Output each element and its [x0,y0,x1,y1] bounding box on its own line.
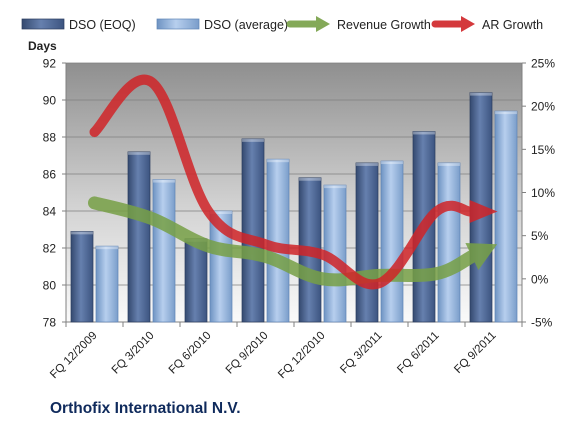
bar-top-highlight [299,177,321,181]
bar-dso-average [437,162,461,323]
y-tick-label: 86 [43,168,57,182]
legend-swatch-dso-eoq [21,18,65,30]
x-tick-label: FQ 12/2010 [276,330,327,381]
legend-label-dso-average: DSO (average) [204,18,288,32]
legend-arrowhead [316,16,330,32]
arrowhead-ar-growth [469,199,498,223]
bar-top-highlight [153,179,175,183]
bar-dso-eoq [127,151,151,323]
bar-dso-average [494,110,518,323]
series-revenue-growth [88,196,498,287]
y-tick-label: 84 [43,205,57,219]
x-tick-label: FQ 12/2009 [48,330,99,381]
x-tick-label: FQ 3/2010 [110,330,157,377]
bar-top-highlight [210,211,232,214]
line-revenue-growth [88,196,479,287]
y2-tick-label: 0% [531,272,549,286]
company-name: Orthofix International N.V. [50,400,241,417]
legend-swatch-ar-growth [431,16,475,32]
y-tick-label: 80 [43,279,57,293]
y2-tick-label: 20% [531,100,555,114]
y2-tick-label: -5% [531,316,553,330]
legend-label-ar-growth: AR Growth [482,18,543,32]
y2-tick-label: 15% [531,143,555,157]
x-tick-label: FQ 9/2010 [224,330,271,377]
bar-top-highlight [381,161,403,165]
legend-label-revenue-growth: Revenue Growth [337,18,431,32]
bar-top-highlight [413,131,435,135]
line-ar-growth [89,74,475,290]
bar-top-highlight [324,185,346,189]
bar-top-highlight [96,246,118,250]
series-ar-growth [89,74,498,290]
y-tick-label: 92 [43,57,57,71]
legend-swatch-revenue-growth [286,16,330,32]
legend-swatch-dso-average [156,18,200,30]
y-axis-label: Days [28,39,57,53]
y-tick-label: 78 [43,316,57,330]
y2-tick-label: 25% [531,57,555,71]
y-tick-label: 88 [43,131,57,145]
bar-top-highlight [470,92,492,96]
bar-dso-eoq [184,238,208,323]
legend: DSO (EOQ) DSO (average) Revenue Growth AR G… [21,16,543,32]
bar-dso-eoq [241,138,265,323]
y2-tick-label: 10% [531,186,555,200]
x-tick-label: FQ 9/2011 [452,330,498,376]
legend-arrowhead [461,16,475,32]
bar-dso-eoq [355,162,379,323]
y-tick-label: 82 [43,242,57,256]
arrowhead-revenue-growth [465,243,498,270]
legend-label-dso-eoq: DSO (EOQ) [69,18,136,32]
bar-dso-eoq [70,231,94,323]
x-tick-label: FQ 6/2010 [167,330,214,377]
bar-top-highlight [267,159,289,163]
bar-top-highlight [495,111,517,115]
bar-dso-average [380,160,404,323]
bar-top-highlight [438,162,460,166]
bar-top-highlight [242,138,264,142]
bar-dso-average [95,245,119,323]
bar-dso-average [152,179,176,323]
bar-top-highlight [71,231,93,235]
bar-dso-average [209,210,233,323]
bar-top-highlight [128,151,150,155]
bar-dso-average [266,158,290,323]
bar-top-highlight [356,162,378,166]
y-tick-label: 90 [43,94,57,108]
x-tick-label: FQ 3/2011 [338,330,384,376]
y2-tick-label: 5% [531,229,549,243]
x-tick-label: FQ 6/2011 [395,330,441,376]
